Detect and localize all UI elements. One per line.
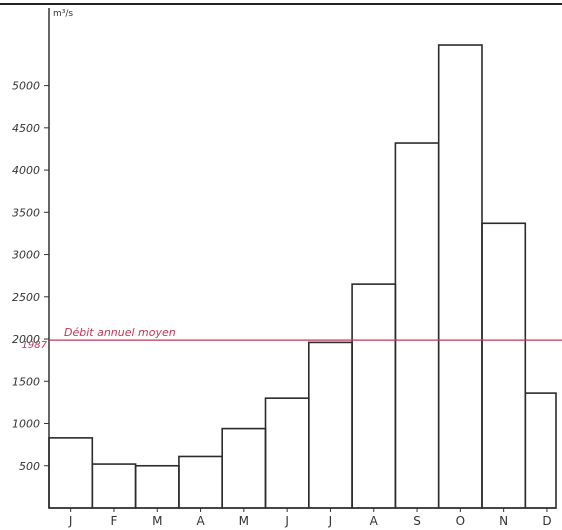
x-tick-label: J	[328, 514, 333, 528]
bar-m-5	[221, 427, 267, 509]
mean-discharge-value: 1987	[22, 340, 48, 351]
y-tick-label: 5000	[12, 80, 40, 93]
bar-n-11	[481, 222, 527, 509]
y-axis-unit-label: m³/s	[53, 9, 73, 19]
bar-j-1	[48, 437, 94, 509]
y-tick-label: 500	[19, 460, 40, 473]
y-tick-label: 2000	[12, 333, 40, 346]
bar-a-4	[178, 455, 223, 509]
bar-o-10	[437, 44, 483, 509]
x-tick-label: D	[542, 514, 551, 528]
x-tick-label: M	[239, 514, 249, 528]
bar-s-9	[394, 142, 440, 509]
y-tick-label: 3000	[12, 249, 40, 262]
x-tick-label: J	[68, 514, 73, 528]
bar-j-7	[307, 341, 353, 509]
x-tick-label: F	[110, 514, 117, 528]
bar-a-8	[351, 283, 397, 509]
mean-discharge-label: Débit annuel moyen	[64, 326, 176, 339]
y-axis: m³/s 500 1000 1500 2000 2500 3000 3500 4000 4500 5…	[12, 8, 73, 508]
x-tick-label: M	[152, 514, 162, 528]
reference-line-group: Débit annuel moyen 1987	[22, 326, 562, 351]
x-tick-label: A	[370, 514, 379, 528]
y-tick-label: 4500	[12, 122, 40, 135]
bar-d-12	[524, 392, 557, 509]
x-tick-label: O	[456, 514, 465, 528]
y-tick-label: 1000	[12, 418, 40, 431]
bar-f-2	[91, 463, 137, 509]
y-tick-label: 3500	[12, 206, 40, 219]
y-tick-label: 1500	[12, 375, 40, 388]
x-tick-label: A	[196, 514, 205, 528]
x-tick-label: N	[499, 514, 508, 528]
bars-group	[48, 44, 557, 509]
bar-m-3	[134, 464, 180, 509]
x-tick-label: S	[413, 514, 421, 528]
y-tick-label: 4000	[12, 164, 40, 177]
y-tick-label: 2500	[12, 291, 40, 304]
x-tick-label: J	[284, 514, 289, 528]
bar-j-6	[264, 397, 310, 509]
